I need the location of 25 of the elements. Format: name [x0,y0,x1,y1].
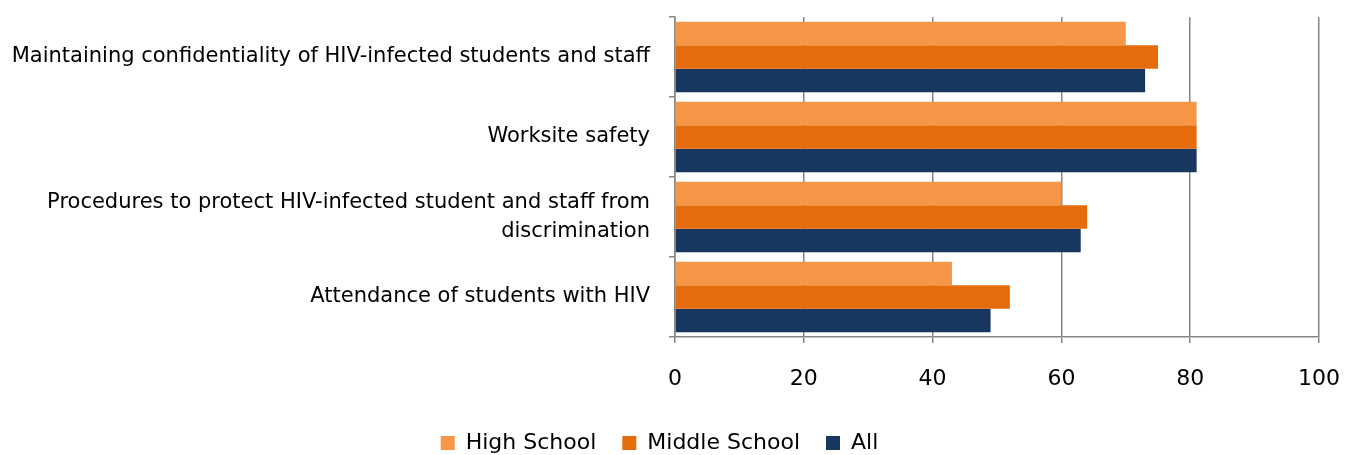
bar [675,148,1197,173]
x-tick-label: 60 [1047,364,1076,390]
bar [675,285,1010,309]
x-tick-label: 20 [789,364,818,390]
bar [675,205,1088,229]
bar [675,261,952,286]
legend-label: Middle School [647,428,801,454]
y-tick-label: Attendance of students with HIV [310,283,651,308]
y-tick-label: Worksite safety [487,123,650,148]
x-tick-label: 40 [918,364,947,390]
x-tick-label: 0 [668,364,682,390]
bar [675,101,1197,126]
bar [675,181,1062,206]
y-tick-label: Procedures to protect HIV-infected student and staff from discrimination [47,189,650,242]
legend-label: High School [465,428,597,454]
bar [675,125,1197,149]
bar [675,228,1081,253]
legend-label: All [851,428,879,454]
x-tick-label: 80 [1176,364,1205,390]
y-tick-label: Maintaining confidentiality of HIV-infected students and staff [11,43,651,68]
bar [675,45,1158,69]
bar [675,308,991,333]
x-tick-label: 100 [1298,364,1340,390]
bar [675,21,1126,46]
bar [675,68,1146,93]
